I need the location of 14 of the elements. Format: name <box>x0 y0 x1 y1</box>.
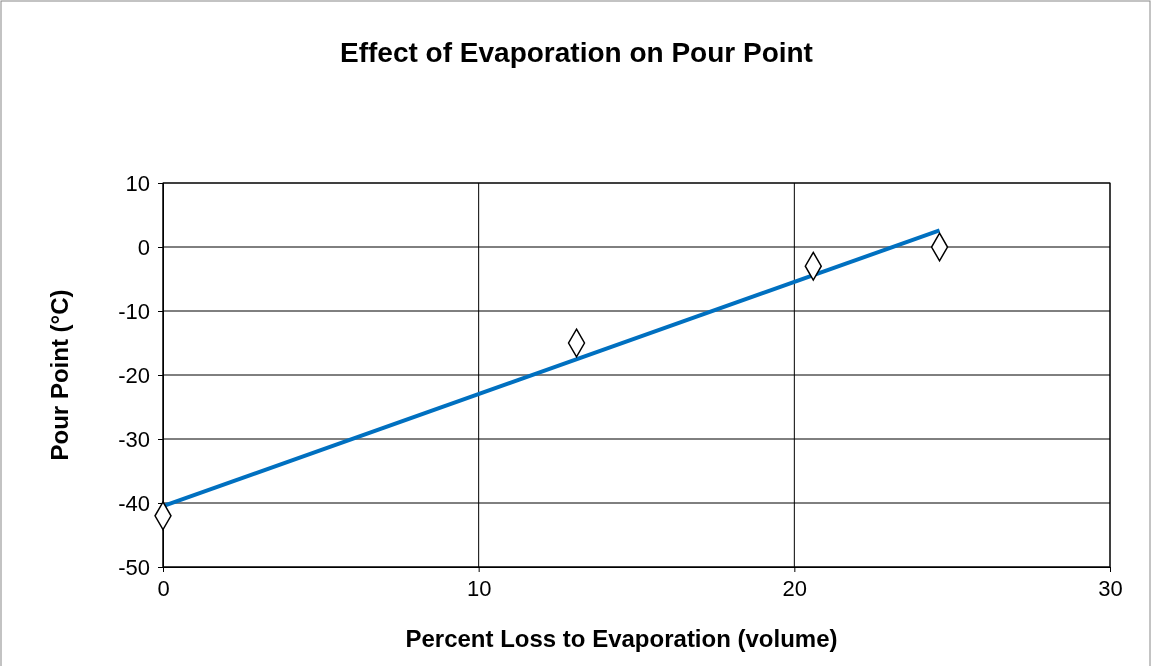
x-tick-label: 10 <box>466 575 492 601</box>
x-axis-title: Percent Loss to Evaporation (volume) <box>405 625 838 652</box>
chart-title: Effect of Evaporation on Pour Point <box>340 37 813 68</box>
y-tick-label: 0 <box>137 234 150 260</box>
y-tick-label: -20 <box>118 362 150 388</box>
y-axis-title: Pour Point (°C) <box>46 289 73 461</box>
x-tick-label: 20 <box>782 575 808 601</box>
y-tick-label: -40 <box>118 490 150 516</box>
y-tick-label: -30 <box>118 426 150 452</box>
y-tick-label: -10 <box>118 298 150 324</box>
x-tick-label: 30 <box>1098 575 1123 601</box>
y-tick-label: 10 <box>125 170 150 196</box>
y-tick-label: -50 <box>118 554 150 580</box>
x-tick-label: 0 <box>157 575 170 601</box>
